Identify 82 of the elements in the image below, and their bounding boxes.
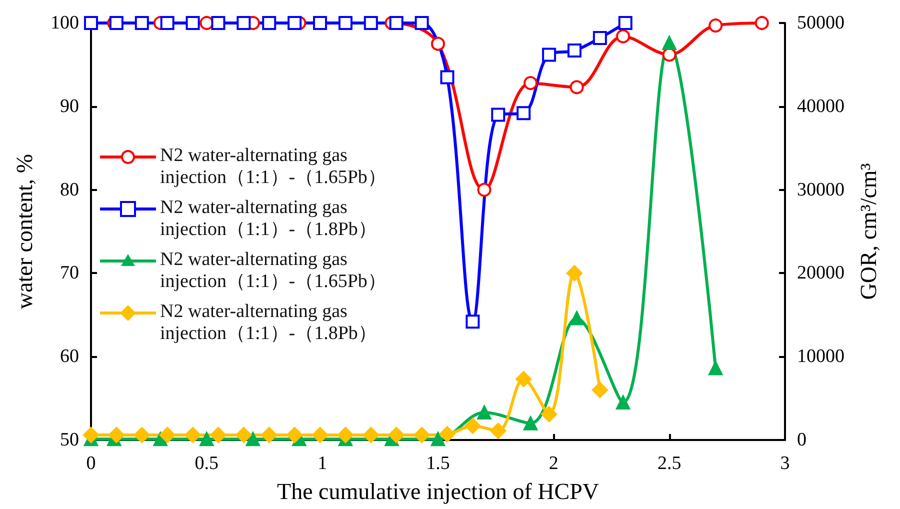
point bbox=[262, 16, 276, 30]
point bbox=[108, 426, 124, 443]
point bbox=[288, 16, 302, 30]
y2-tick-label: 0 bbox=[797, 430, 806, 450]
point bbox=[200, 432, 214, 446]
y2-tick-label: 30000 bbox=[797, 179, 844, 200]
point bbox=[211, 16, 226, 30]
legend-label: N2 water-alternating gas injection（1:1）-（1.65Pb） bbox=[160, 249, 388, 293]
point bbox=[567, 44, 582, 58]
point bbox=[516, 371, 532, 388]
point bbox=[246, 432, 260, 446]
point bbox=[286, 426, 303, 443]
y2-tick-label: 40000 bbox=[797, 96, 844, 117]
y2-tick-label: 20000 bbox=[797, 262, 844, 284]
x-tick-label: 3 bbox=[780, 453, 790, 474]
point bbox=[491, 108, 506, 122]
x-tick-label: 2 bbox=[548, 453, 558, 474]
point bbox=[186, 16, 200, 30]
point bbox=[134, 16, 149, 30]
point bbox=[477, 405, 492, 420]
point bbox=[708, 361, 723, 376]
y-tick-label: 50 bbox=[60, 430, 79, 450]
y-tick-label: 80 bbox=[60, 179, 79, 200]
point bbox=[337, 426, 354, 443]
point bbox=[364, 16, 378, 30]
point bbox=[160, 16, 174, 30]
x-tick-label: 1 bbox=[318, 453, 328, 474]
point bbox=[570, 311, 584, 326]
point bbox=[362, 426, 379, 443]
point bbox=[618, 16, 632, 30]
point bbox=[516, 106, 531, 120]
point bbox=[542, 48, 556, 62]
point bbox=[616, 29, 630, 44]
point bbox=[159, 426, 176, 443]
point bbox=[261, 426, 278, 443]
y2-axis-title: GOR, cm³/cm³ bbox=[856, 163, 881, 300]
x-tick-label: 1.5 bbox=[426, 453, 450, 474]
point bbox=[490, 422, 506, 439]
y-tick-label: 60 bbox=[60, 346, 79, 368]
point bbox=[83, 426, 99, 443]
point bbox=[477, 182, 492, 197]
point bbox=[616, 395, 630, 410]
point bbox=[439, 426, 456, 442]
point bbox=[440, 70, 454, 84]
point bbox=[466, 314, 480, 329]
point bbox=[134, 426, 150, 443]
point bbox=[312, 426, 328, 443]
point bbox=[541, 406, 558, 422]
point bbox=[184, 426, 201, 443]
y2-tick-label: 10000 bbox=[797, 346, 844, 368]
x-axis-title: The cumulative injection of HCPV bbox=[277, 479, 600, 504]
legend-label: N2 water-alternating gas injection（1:1）-（1.8Pb） bbox=[160, 197, 378, 241]
point bbox=[431, 432, 445, 446]
point bbox=[708, 18, 723, 32]
legend-label: N2 water-alternating gas injection（1:1）-（1.65Pb） bbox=[160, 145, 388, 189]
y2-tick-label: 50000 bbox=[797, 12, 844, 34]
point bbox=[592, 382, 608, 398]
y-tick-label: 90 bbox=[60, 96, 79, 117]
point bbox=[524, 76, 538, 90]
x-tick-label: 2.5 bbox=[657, 453, 682, 474]
point bbox=[662, 36, 676, 50]
y-axis-title: water content, % bbox=[12, 154, 37, 310]
point bbox=[754, 16, 769, 30]
y-tick-label: 100 bbox=[50, 12, 79, 34]
point bbox=[464, 418, 481, 434]
point bbox=[414, 426, 430, 443]
point bbox=[210, 426, 226, 443]
x-tick-label: 0.5 bbox=[194, 453, 219, 474]
x-tick-label: 0 bbox=[86, 453, 96, 474]
point bbox=[313, 16, 328, 30]
point bbox=[592, 31, 607, 46]
point bbox=[570, 80, 584, 94]
point bbox=[524, 416, 538, 430]
legend-label: N2 water-alternating gas injection（1:1）-（1.8Pb） bbox=[160, 301, 378, 345]
y-tick-label: 70 bbox=[60, 262, 79, 284]
point bbox=[414, 16, 429, 30]
point bbox=[388, 426, 404, 443]
point bbox=[566, 265, 582, 282]
point bbox=[236, 16, 251, 30]
point bbox=[431, 36, 445, 51]
point bbox=[236, 426, 252, 443]
point bbox=[389, 16, 404, 30]
